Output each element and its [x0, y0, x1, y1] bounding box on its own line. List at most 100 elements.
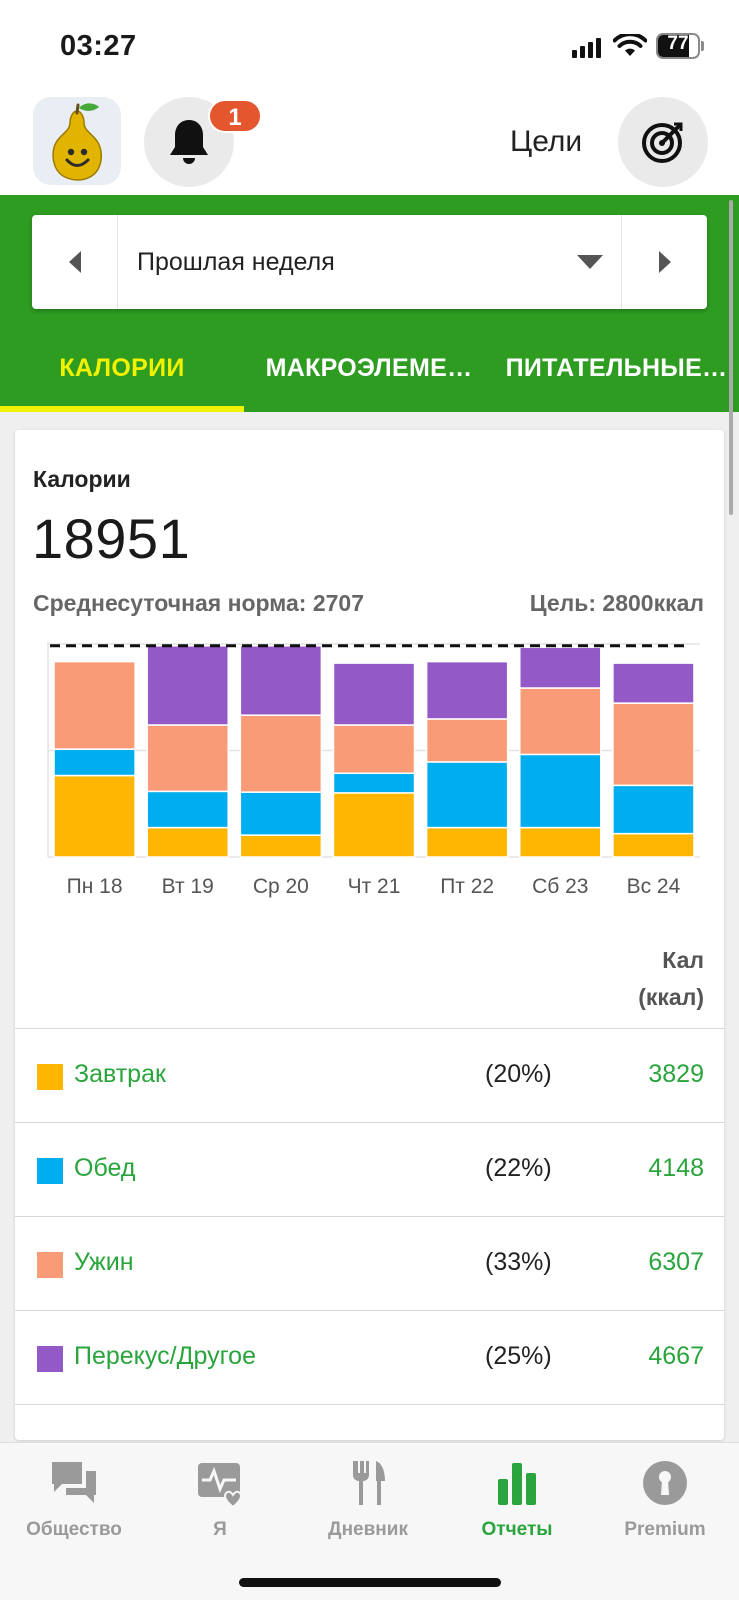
calories-total: 18951 — [32, 507, 191, 570]
pear-logo[interactable] — [33, 97, 121, 185]
color-swatch — [37, 1252, 63, 1278]
bar-segment-6-2 — [612, 702, 695, 787]
x-tick-label: Пн 18 — [67, 875, 123, 898]
triangle-left-icon — [68, 251, 81, 273]
meal-row-breakfast[interactable]: Завтрак (20%) 3829 — [15, 1028, 724, 1122]
meal-name: Перекус/Другое — [74, 1342, 256, 1370]
calories-chart: Пн 18 Вт 19 Ср 20 Чт 21 Пт 22 Сб 23 Вс 24 — [47, 642, 700, 898]
bell-icon — [170, 120, 208, 164]
bar-segment-6-1 — [612, 784, 695, 835]
meal-row-lunch[interactable]: Обед (22%) 4148 — [15, 1122, 724, 1216]
color-swatch — [37, 1064, 63, 1090]
x-tick-label: Сб 23 — [532, 875, 588, 898]
bar-segment-5-2 — [519, 687, 602, 756]
meal-calories: 4148 — [648, 1154, 704, 1182]
nav-label: Отчеты — [481, 1519, 553, 1540]
nav-label: Общество — [26, 1519, 122, 1540]
keyhole-icon — [643, 1461, 687, 1505]
list-divider — [15, 1404, 724, 1440]
nav-reports[interactable]: Отчеты — [443, 1455, 591, 1555]
bar-segment-1-0 — [146, 826, 229, 858]
bar-segment-2-3 — [239, 645, 323, 716]
period-dropdown[interactable]: Прошлая неделя — [118, 215, 621, 309]
bar-segment-0-1 — [53, 748, 136, 777]
meal-name: Завтрак — [74, 1060, 166, 1088]
meal-row-dinner[interactable]: Ужин (33%) 6307 — [15, 1216, 724, 1310]
bar-segment-5-0 — [519, 826, 602, 858]
next-period-button[interactable] — [621, 215, 707, 309]
bottom-navigation: Общество Я Дневник Отчеты — [0, 1442, 739, 1600]
meal-calories: 6307 — [648, 1248, 704, 1276]
meal-name: Обед — [74, 1154, 136, 1182]
bar-segment-1-2 — [146, 724, 229, 793]
unit-header: Кал (ккал) — [638, 942, 704, 1016]
meal-calories: 4667 — [648, 1342, 704, 1370]
nav-diary[interactable]: Дневник — [294, 1455, 442, 1555]
meal-row-snacks[interactable]: Перекус/Другое (25%) 4667 — [15, 1310, 724, 1404]
bar-segment-0-2 — [53, 660, 136, 750]
x-tick-label: Чт 21 — [348, 875, 401, 898]
daily-average: Среднесуточная норма: 2707 — [33, 590, 364, 616]
bar-segment-4-2 — [425, 718, 509, 763]
bar-segment-4-1 — [425, 761, 509, 829]
health-heart-icon — [198, 1463, 243, 1507]
meal-list: Завтрак (20%) 3829 Обед (22%) 4148 Ужин … — [15, 1028, 724, 1440]
battery-level: 77 — [667, 33, 689, 54]
x-tick-label: Ср 20 — [253, 875, 309, 898]
previous-period-button[interactable] — [32, 215, 118, 309]
nav-premium[interactable]: Premium — [591, 1455, 739, 1555]
calorie-goal: Цель: 2800ккал — [529, 590, 704, 616]
calories-card: Калории 18951 Среднесуточная норма: 2707… — [15, 430, 724, 1440]
status-bar: 03:27 77 — [0, 0, 739, 95]
meal-calories: 3829 — [648, 1060, 704, 1088]
period-label: Прошлая неделя — [137, 247, 335, 276]
meal-name: Ужин — [74, 1248, 134, 1276]
goals-button[interactable] — [618, 97, 708, 187]
x-tick-label: Вс 24 — [627, 875, 681, 898]
bar-segment-5-1 — [519, 753, 602, 829]
x-tick-label: Пт 22 — [440, 875, 494, 898]
report-tabs: КАЛОРИИ МАКРОЭЛЕМЕ… ПИТАТЕЛЬНЫЕ… — [0, 325, 739, 412]
triangle-right-icon — [658, 251, 671, 273]
nav-community[interactable]: Общество — [0, 1455, 148, 1555]
cellular-signal-icon — [572, 38, 601, 58]
bar-segment-1-3 — [146, 645, 229, 726]
bar-segment-3-2 — [332, 724, 416, 775]
pear-logo-icon — [52, 103, 103, 181]
home-indicator — [239, 1578, 501, 1587]
bar-chart-icon — [498, 1463, 536, 1505]
bar-segment-2-0 — [239, 834, 323, 858]
wifi-icon — [613, 34, 647, 56]
nav-label: Я — [213, 1519, 227, 1540]
tab-calories[interactable]: КАЛОРИИ — [0, 325, 244, 412]
battery-icon: 77 — [656, 33, 704, 59]
nav-label: Premium — [624, 1519, 706, 1540]
status-time: 03:27 — [60, 30, 137, 62]
tab-macros[interactable]: МАКРОЭЛЕМЕ… — [265, 354, 473, 382]
meal-percent: (22%) — [485, 1154, 552, 1182]
bar-segment-0-0 — [53, 774, 136, 858]
app-header: 1 Цели — [0, 95, 739, 195]
bar-segment-1-1 — [146, 790, 229, 829]
meal-percent: (25%) — [485, 1342, 552, 1370]
bar-segment-2-1 — [239, 791, 323, 836]
bar-segment-2-2 — [239, 714, 323, 793]
unit-line-1: Кал — [662, 947, 704, 973]
color-swatch — [37, 1158, 63, 1184]
color-swatch — [37, 1346, 63, 1372]
scroll-indicator — [729, 200, 733, 515]
nav-me[interactable]: Я — [146, 1455, 294, 1555]
reports-toolbar: Прошлая неделя КАЛОРИИ МАКРОЭЛЕМЕ… ПИТАТ… — [0, 195, 739, 412]
nav-label: Дневник — [328, 1519, 408, 1540]
bar-segment-6-3 — [612, 662, 695, 704]
bar-segment-3-3 — [332, 662, 416, 726]
notification-badge: 1 — [208, 99, 262, 133]
x-tick-label: Вт 19 — [162, 875, 214, 898]
bar-segment-6-0 — [612, 832, 695, 858]
chevron-down-icon — [577, 255, 603, 269]
tab-nutrients[interactable]: ПИТАТЕЛЬНЫЕ… — [505, 354, 728, 382]
unit-line-2: (ккал) — [638, 984, 704, 1010]
community-icon — [52, 1462, 96, 1503]
goals-label[interactable]: Цели — [510, 125, 583, 158]
bar-segment-5-3 — [519, 646, 602, 689]
